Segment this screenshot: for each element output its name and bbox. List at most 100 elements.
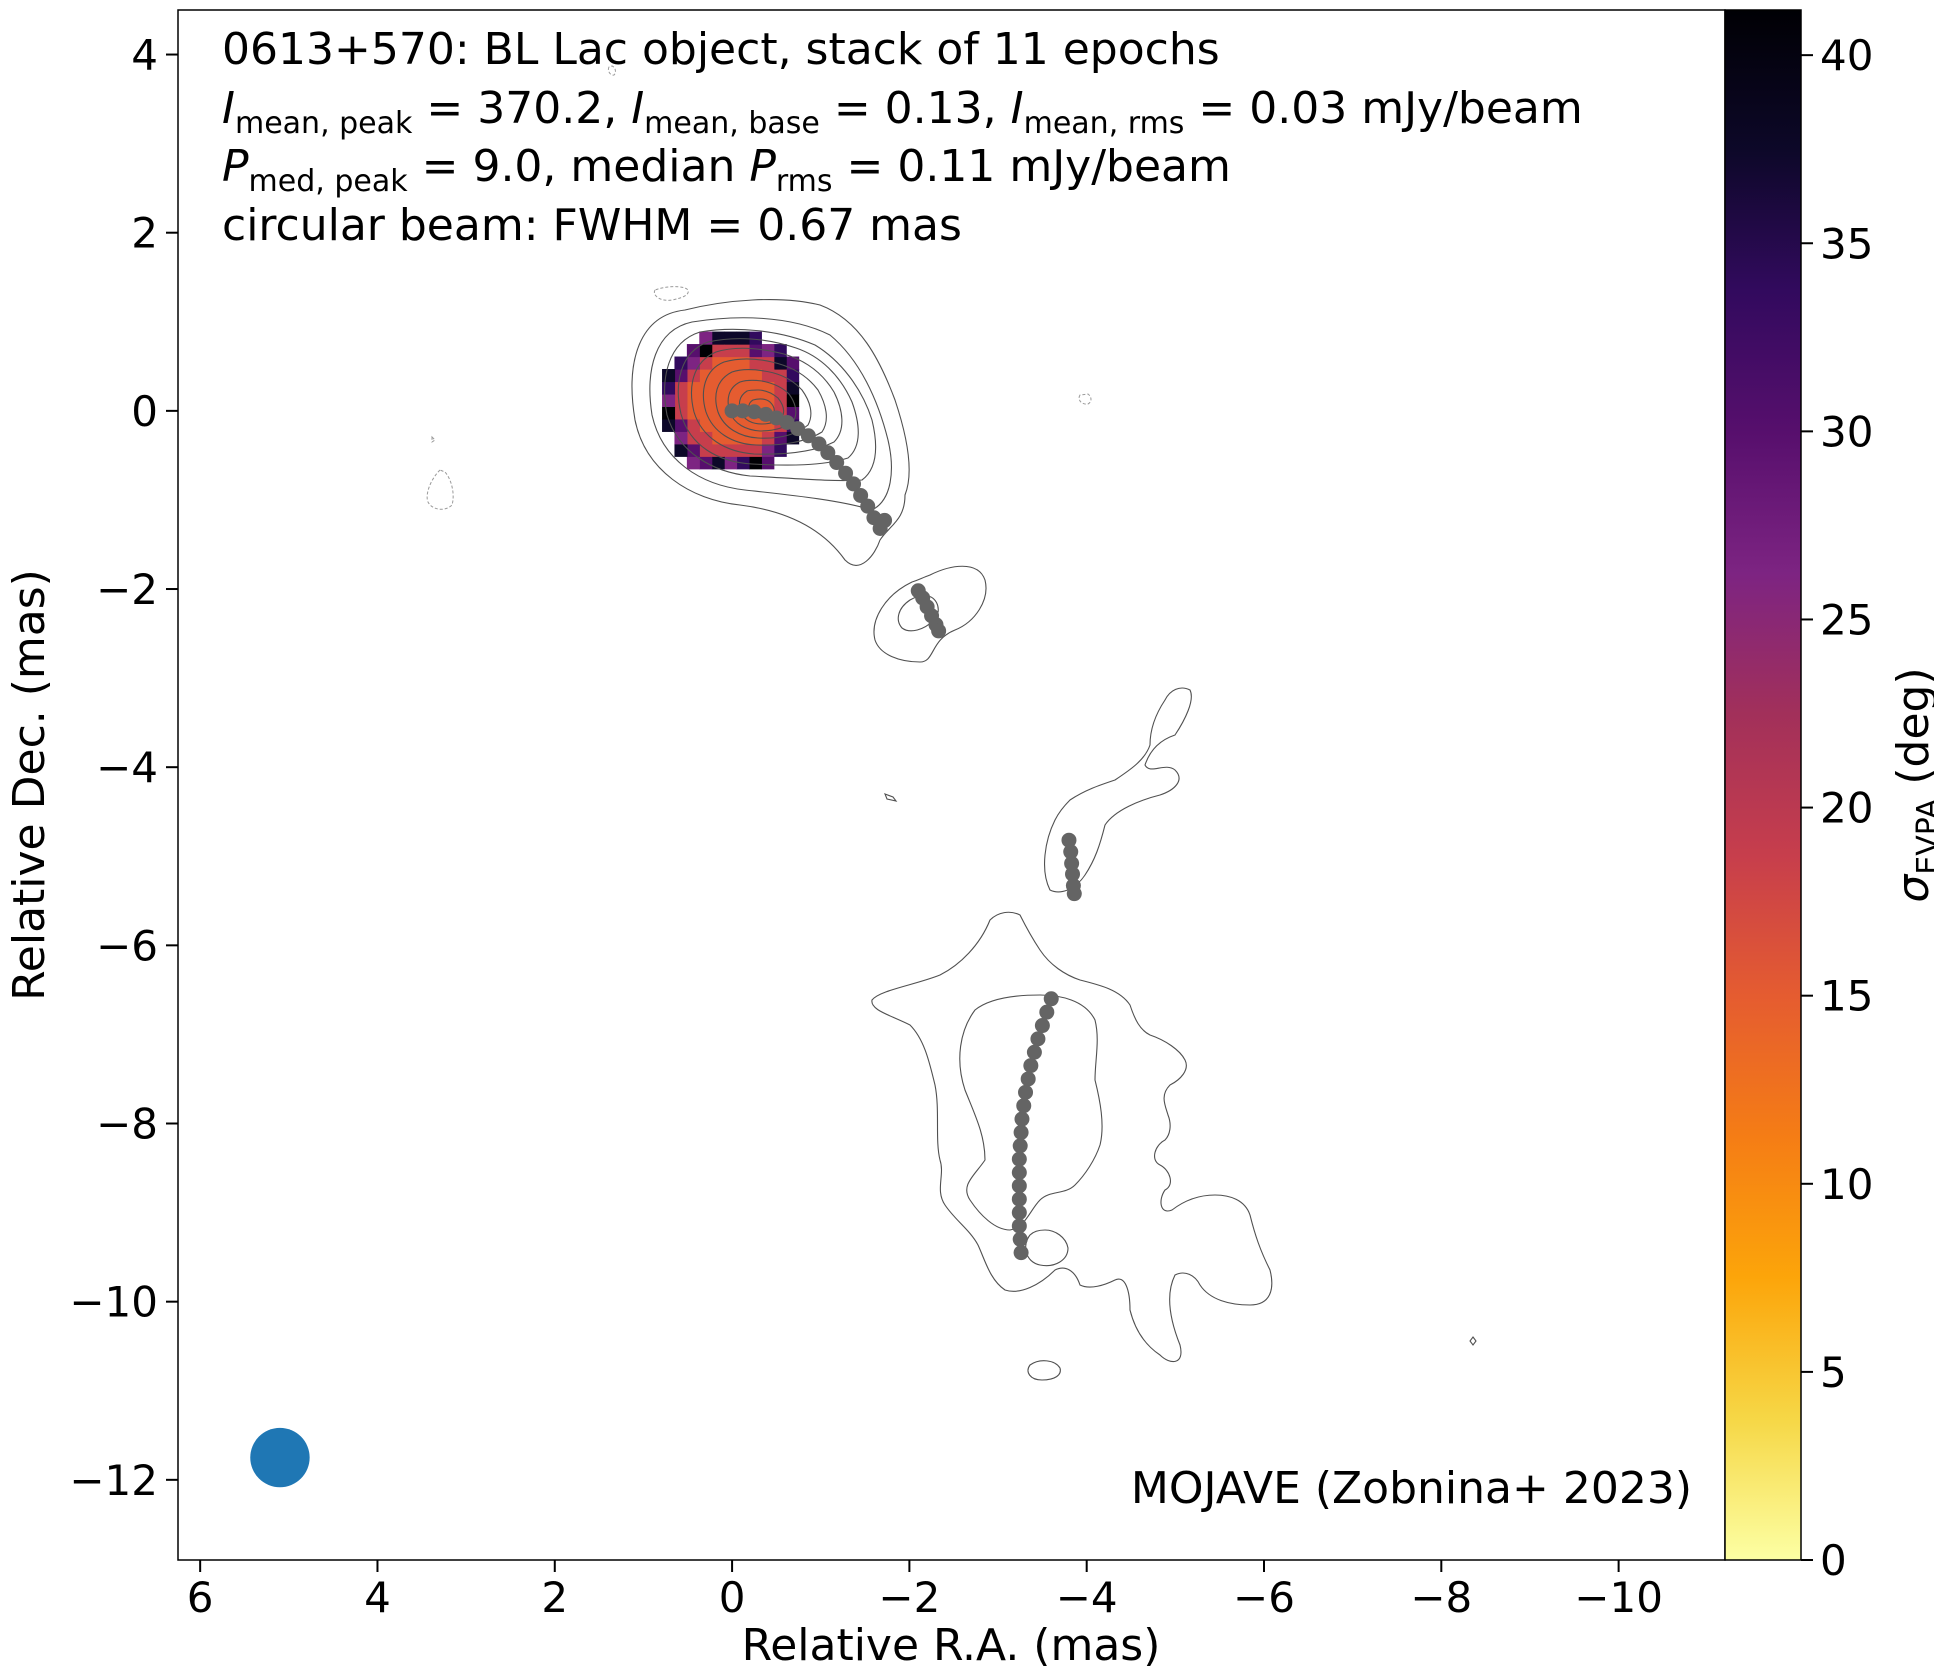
y-tick-label: −4: [96, 743, 158, 792]
ridgeline-point: [1012, 1231, 1028, 1247]
x-tick-label: 0: [719, 1573, 746, 1622]
ridgeline-point: [1011, 1205, 1027, 1221]
x-tick-label: −10: [1574, 1573, 1663, 1622]
evpa-pixel: [748, 456, 762, 470]
evpa-pixel: [748, 368, 762, 383]
evpa-pixel: [724, 331, 738, 345]
beam-circle: [250, 1427, 310, 1488]
x-tick-label: −2: [878, 1573, 940, 1622]
ridgeline-point: [735, 403, 751, 419]
ridgeline-point: [1065, 866, 1081, 882]
ridgeline-point: [1026, 1044, 1042, 1060]
evpa-pixel: [711, 381, 725, 395]
evpa-pixel: [773, 431, 787, 445]
contour-island-south: [1027, 1360, 1061, 1381]
colorbar-tick-label: 10: [1820, 1160, 1873, 1209]
ridgeline-point: [724, 403, 740, 419]
ridgeline-points: [724, 403, 1082, 1261]
evpa-pixel: [773, 356, 787, 370]
evpa-pixel: [711, 456, 725, 470]
neg-contour-1: [426, 469, 454, 510]
y-tick-label: −2: [96, 565, 158, 614]
evpa-pixel: [711, 356, 725, 370]
ridgeline-point: [1013, 1124, 1029, 1140]
evpa-pixel: [748, 344, 762, 358]
colorbar-tick-label: 35: [1820, 219, 1873, 268]
ridgeline-point: [1043, 991, 1059, 1007]
evpa-pixel: [686, 381, 700, 395]
evpa-pixel: [686, 368, 700, 383]
evpa-pixel: [699, 344, 713, 358]
evpa-pixel: [686, 406, 700, 420]
x-axis-label: Relative R.A. (mas): [742, 1620, 1161, 1671]
neg-contour-5: [431, 435, 436, 443]
colorbar-label: σEVPA (deg): [1888, 667, 1934, 902]
x-axis: 6 4 2 0 −2 −4 −6 −8 −10: [187, 1560, 1663, 1622]
colorbar-tick-label: 0: [1820, 1536, 1847, 1585]
ridgeline-point: [853, 487, 869, 503]
contour-component-4-inner: [959, 994, 1103, 1231]
evpa-pixel: [761, 443, 775, 457]
y-tick-label: 4: [131, 31, 158, 80]
ridgeline-point: [1011, 1191, 1027, 1207]
evpa-pixel: [748, 393, 762, 408]
contour-component-3: [1044, 687, 1192, 893]
ridgeline-point: [1020, 1071, 1036, 1087]
contour-component-4-island: [1025, 1229, 1069, 1267]
contour-core-6: [702, 358, 827, 446]
ridgeline-point: [1064, 855, 1080, 871]
ridgeline-point: [790, 421, 806, 437]
y-tick-label: −12: [69, 1456, 158, 1505]
ridgeline-point: [800, 428, 816, 444]
y-tick-label: −10: [69, 1278, 158, 1327]
x-tick-label: 2: [541, 1573, 568, 1622]
evpa-pixel: [724, 418, 738, 432]
plot-frame: [177, 9, 1726, 1561]
evpa-pixel: [686, 443, 700, 457]
ridgeline-point: [1023, 1058, 1039, 1074]
y-tick-label: −8: [96, 1100, 158, 1149]
evpa-pixel: [674, 381, 688, 395]
annotation-line-1: 0613+570: BL Lac object, stack of 11 epo…: [222, 24, 1220, 75]
neg-contour-3: [1078, 393, 1092, 405]
evpa-pixel: [724, 456, 738, 470]
ridgeline-point: [860, 498, 876, 514]
ridgeline-point: [746, 404, 762, 420]
ridgeline-point: [1061, 832, 1077, 848]
ridgeline-point: [1013, 1245, 1029, 1261]
evpa-pixel: [748, 331, 762, 345]
evpa-pixel: [724, 368, 738, 383]
colorbar-tick-label: 40: [1820, 31, 1873, 80]
evpa-pixel: [674, 443, 688, 457]
evpa-pixel: [724, 356, 738, 370]
y-tick-label: −6: [96, 921, 158, 970]
evpa-pixel: [686, 418, 700, 432]
evpa-pixel: [736, 418, 750, 432]
evpa-pixel: [711, 368, 725, 383]
evpa-pixel: [699, 431, 713, 445]
evpa-pixel: [724, 381, 738, 395]
evpa-pixel: [686, 356, 700, 370]
evpa-pixel: [674, 393, 688, 408]
evpa-pixel: [686, 393, 700, 408]
evpa-pixel: [662, 406, 676, 420]
ridgeline-point: [1039, 1004, 1055, 1020]
ridgeline-point: [829, 455, 845, 471]
evpa-pixel: [699, 381, 713, 395]
annotation-line-4: circular beam: FWHM = 0.67 mas: [222, 200, 962, 251]
evpa-pixel: [711, 331, 725, 345]
ridgeline-point: [1030, 1031, 1046, 1047]
evpa-pixel: [699, 393, 713, 408]
colorbar-tick-label: 25: [1820, 595, 1873, 644]
contour-component-4: [871, 911, 1273, 1363]
y-axis-label: Relative Dec. (mas): [4, 569, 55, 1001]
neg-contour-4: [607, 65, 616, 76]
ridgeline-point: [1011, 1151, 1027, 1167]
evpa-pixel: [773, 443, 787, 457]
evpa-pixel: [736, 431, 750, 445]
ridgeline-point: [877, 512, 893, 528]
plot-area: [177, 9, 1726, 1561]
ridgeline-point: [1014, 1111, 1030, 1127]
evpa-pixel: [748, 381, 762, 395]
evpa-pixel: [674, 431, 688, 445]
